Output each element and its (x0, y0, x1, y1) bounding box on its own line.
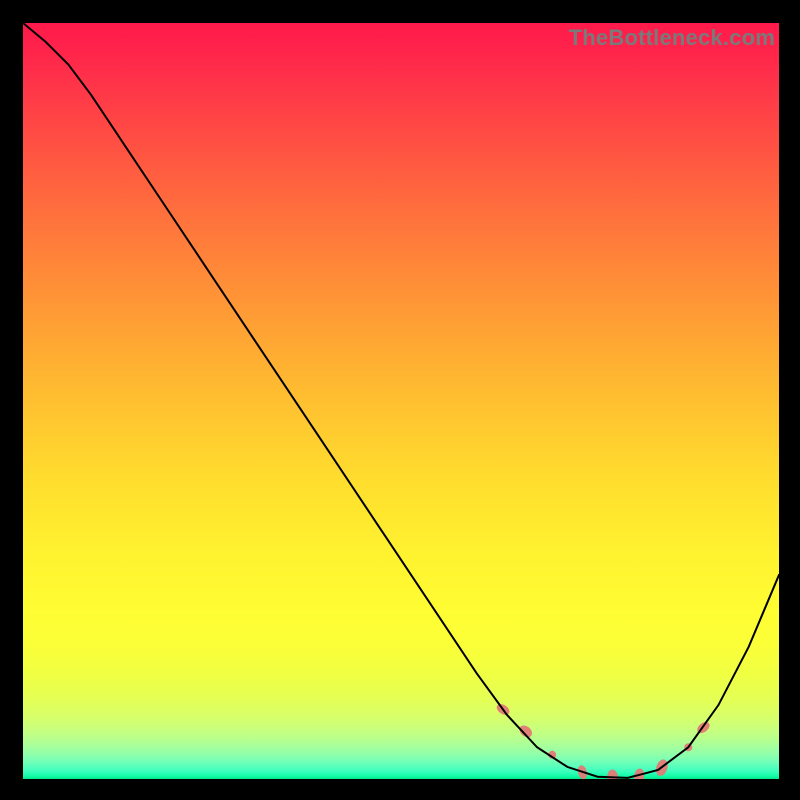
markers-group (495, 702, 712, 779)
watermark-text: TheBottleneck.com (569, 25, 775, 51)
curve-marker (517, 723, 534, 740)
chart-frame: TheBottleneck.com (0, 0, 800, 800)
bottleneck-curve (23, 23, 779, 778)
curve-layer (23, 23, 779, 779)
plot-area: TheBottleneck.com (23, 23, 779, 779)
